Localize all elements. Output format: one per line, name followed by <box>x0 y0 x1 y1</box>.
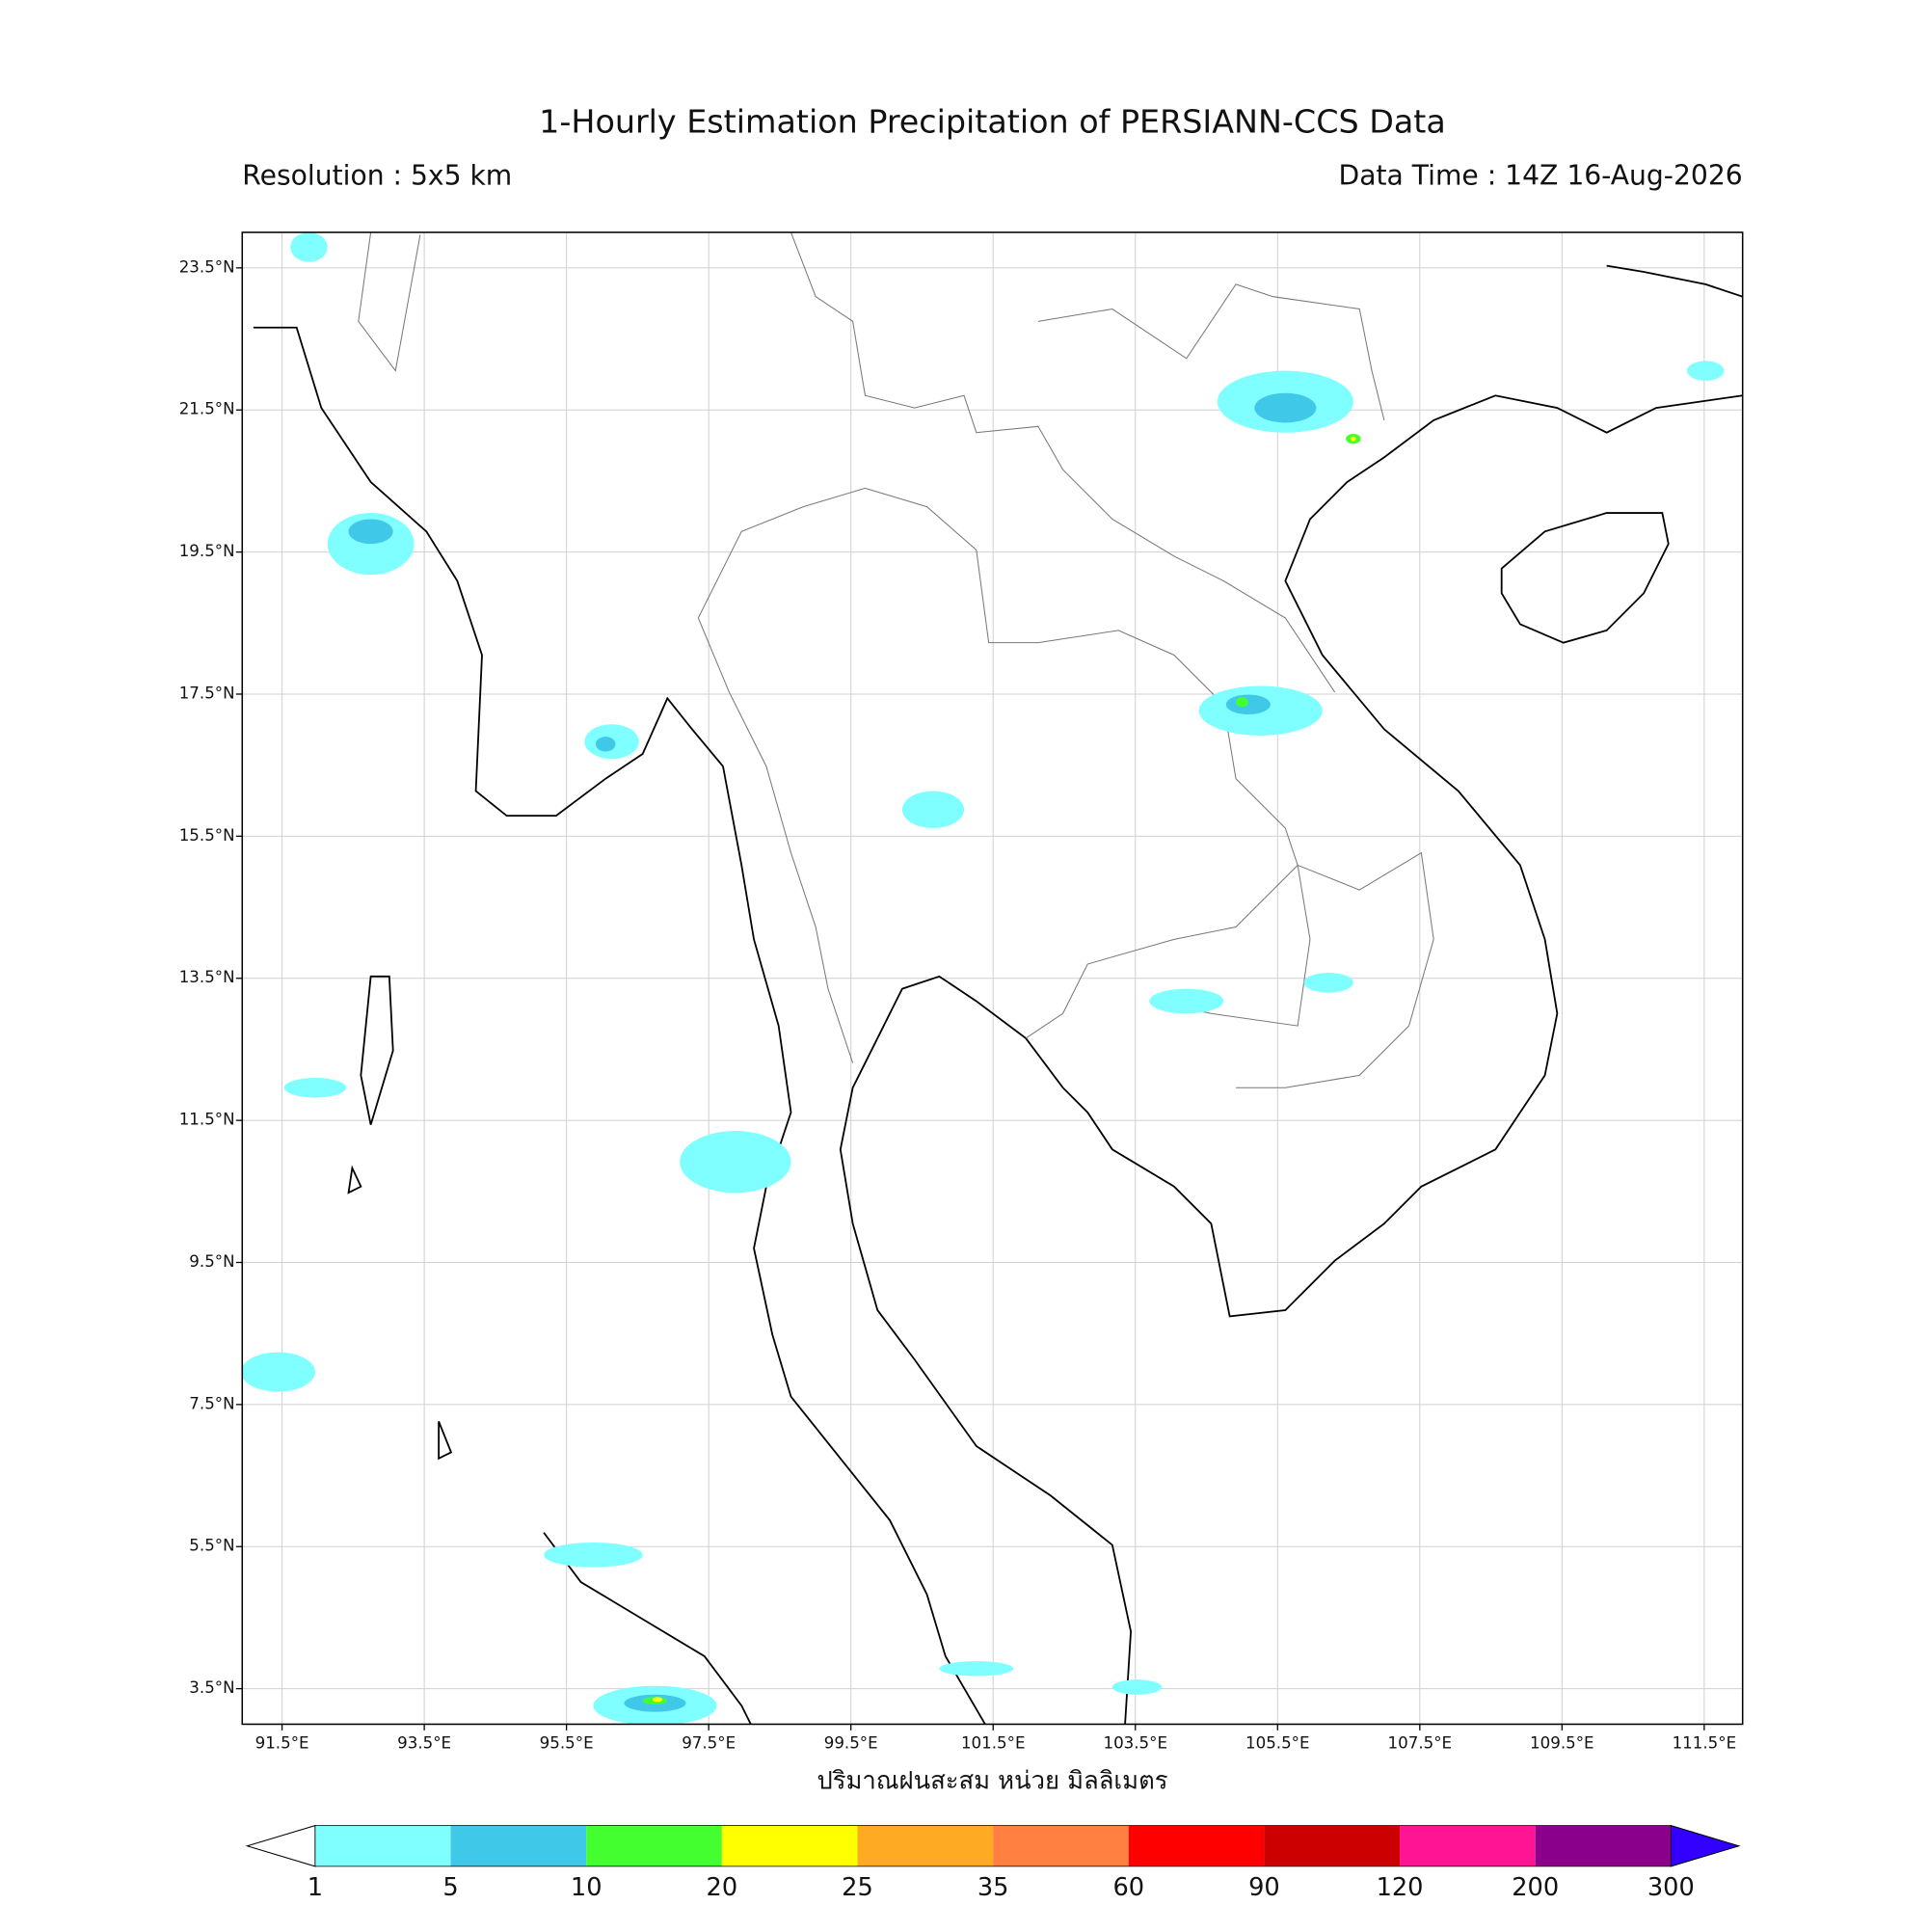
x-axis-label: ปริมาณฝนสะสม หน่วย มิลลิเมตร <box>817 1767 1167 1796</box>
colorbar-segment <box>857 1825 994 1866</box>
colorbar-segment <box>1128 1825 1265 1866</box>
x-tick-label: 101.5°E <box>961 1733 1026 1752</box>
colorbar-segment <box>993 1825 1129 1866</box>
colorbar-label: 5 <box>442 1873 458 1902</box>
x-tick-label: 105.5°E <box>1245 1733 1310 1752</box>
y-tick-label: 23.5°N <box>179 257 235 276</box>
rain-field <box>242 232 1725 1725</box>
y-tick-label: 5.5°N <box>189 1537 234 1555</box>
y-tick-label: 11.5°N <box>179 1111 235 1129</box>
colorbar-segment <box>450 1825 587 1866</box>
hainan <box>1500 512 1670 644</box>
rain-peak <box>652 436 1356 1703</box>
colorbar-label: 60 <box>1112 1873 1144 1902</box>
x-tick-label: 97.5°E <box>682 1733 736 1752</box>
colorbar-label: 25 <box>842 1873 873 1902</box>
map-layer <box>242 232 1743 1725</box>
y-tick-label: 17.5°N <box>179 684 235 702</box>
colorbar-label: 35 <box>977 1873 1009 1902</box>
thailand-border <box>697 487 1299 1063</box>
colorbar: 1 5 10 20 25 35 60 90 120 200 300 <box>245 1824 1741 1902</box>
grid-layer <box>242 232 1743 1725</box>
colorbar-segment <box>721 1825 858 1866</box>
colorbar-segment <box>1535 1825 1672 1866</box>
colorbar-label: 200 <box>1512 1873 1559 1902</box>
y-tick-label: 3.5°N <box>189 1678 234 1697</box>
colorbar-label: 20 <box>707 1873 738 1902</box>
x-tick-label: 91.5°E <box>255 1733 309 1752</box>
x-tick-label: 109.5°E <box>1530 1733 1594 1752</box>
x-tick-label: 111.5°E <box>1673 1733 1737 1752</box>
colorbar-under <box>245 1824 316 1867</box>
coastline <box>1606 264 1743 298</box>
x-tick-label: 99.5°E <box>824 1733 878 1752</box>
x-tick-label: 95.5°E <box>540 1733 594 1752</box>
title: 1-Hourly Estimation Precipitation of PER… <box>539 103 1446 141</box>
colorbar-segment <box>314 1825 451 1866</box>
colorbar-label: 300 <box>1647 1873 1695 1902</box>
y-tick-label: 9.5°N <box>189 1252 234 1271</box>
y-tick-label: 13.5°N <box>179 968 235 986</box>
y-tick-label: 21.5°N <box>179 400 235 418</box>
rain-heavy <box>642 434 1361 1704</box>
y-tick-label: 15.5°N <box>179 826 235 845</box>
resolution: Resolution : 5x5 km <box>242 159 512 191</box>
x-tick-label: 103.5°E <box>1103 1733 1167 1752</box>
x-tick-label: 93.5°E <box>397 1733 451 1752</box>
colorbar-label: 90 <box>1248 1873 1280 1902</box>
y-tick-label: 7.5°N <box>189 1394 234 1412</box>
colorbar-label: 10 <box>571 1873 602 1902</box>
data-time: Data Time : 14Z 16-Aug-2026 <box>1339 159 1743 191</box>
y-tick-label: 19.5°N <box>179 542 235 560</box>
colorbar-segment <box>586 1825 722 1866</box>
colorbar-segment <box>1400 1825 1536 1866</box>
colorbar-label: 120 <box>1377 1873 1424 1902</box>
colorbar-label: 1 <box>308 1873 323 1902</box>
coastline <box>253 326 1743 1725</box>
colorbar-over <box>1670 1824 1741 1867</box>
country-border <box>358 232 1434 1088</box>
islands <box>347 975 453 1461</box>
x-tick-label: 107.5°E <box>1388 1733 1453 1752</box>
rain-core <box>348 392 1317 1712</box>
colorbar-outline <box>314 1825 1672 1867</box>
colorbar-segment <box>1264 1825 1401 1866</box>
